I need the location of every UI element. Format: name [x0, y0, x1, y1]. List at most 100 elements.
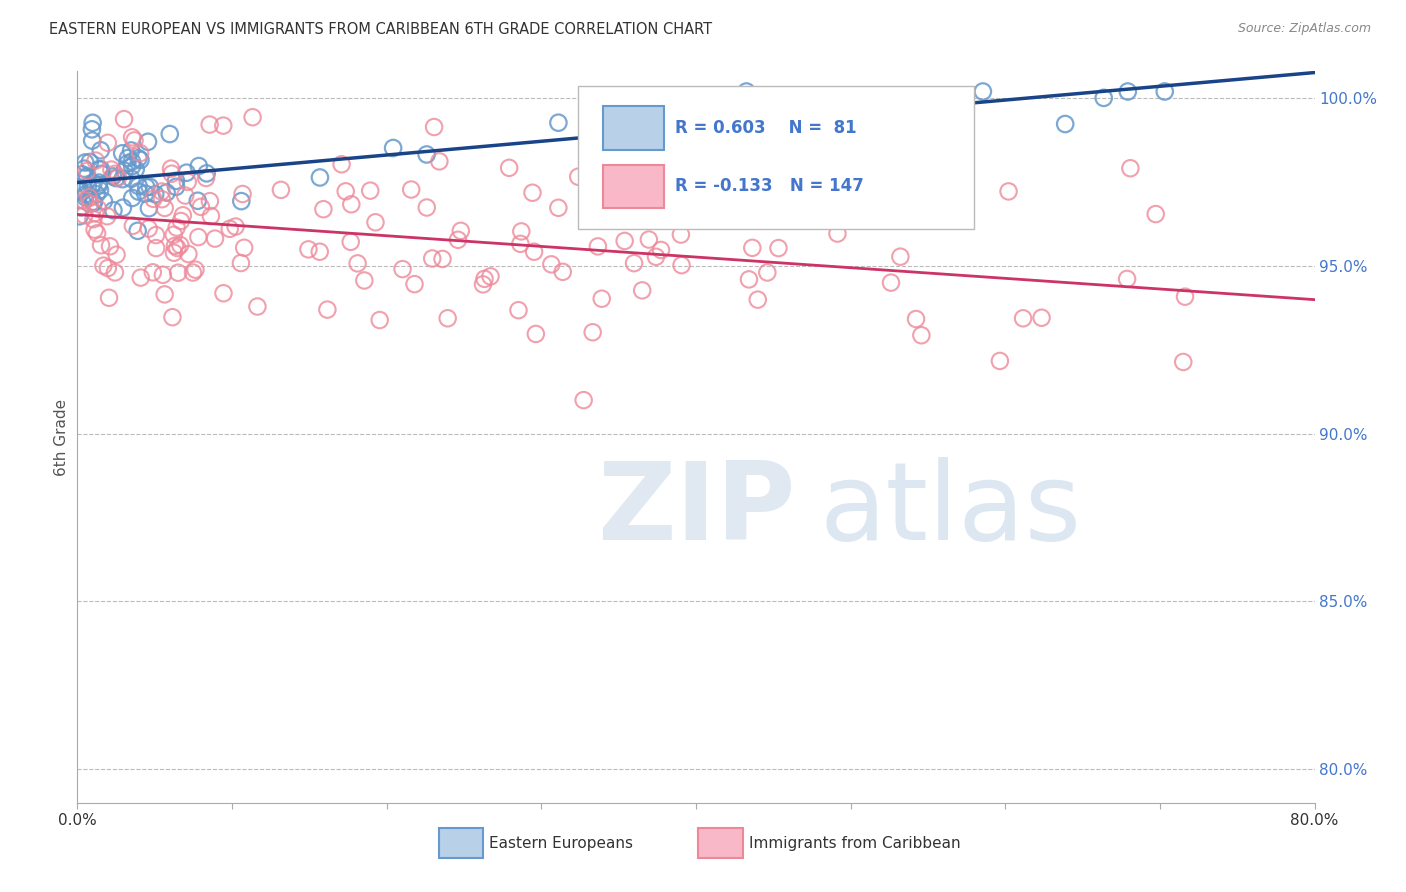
Point: [83, 196, 105, 211]
Text: R = 0.603    N =  81: R = 0.603 N = 81: [675, 119, 856, 136]
Point: [232, 186, 254, 201]
Point: [1031, 310, 1053, 325]
Point: [82, 212, 104, 227]
Point: [111, 146, 134, 161]
Point: [522, 186, 544, 200]
Point: [368, 313, 391, 327]
Point: [134, 186, 156, 201]
Point: [624, 184, 647, 198]
Point: [100, 162, 122, 177]
Point: [339, 235, 361, 249]
Point: [420, 252, 443, 266]
FancyBboxPatch shape: [699, 828, 742, 858]
Point: [270, 183, 292, 197]
Point: [340, 197, 363, 211]
Point: [87, 178, 110, 193]
Point: [93, 194, 115, 209]
Point: [576, 132, 599, 146]
Point: [447, 233, 470, 247]
Point: [346, 256, 368, 270]
Point: [86, 187, 108, 202]
Point: [90, 167, 112, 181]
Point: [107, 170, 129, 185]
Point: [669, 227, 692, 242]
Point: [82, 194, 104, 209]
Point: [73, 190, 96, 204]
Point: [142, 265, 165, 279]
Point: [120, 171, 142, 186]
Point: [910, 328, 932, 343]
Point: [359, 184, 381, 198]
Point: [150, 185, 173, 199]
Point: [73, 194, 96, 208]
Point: [404, 277, 426, 292]
Point: [551, 265, 574, 279]
Point: [195, 171, 218, 186]
Point: [127, 151, 149, 165]
Point: [1153, 85, 1175, 99]
Point: [101, 169, 124, 184]
Point: [312, 202, 335, 217]
Point: [66, 184, 89, 198]
Point: [181, 266, 204, 280]
Point: [353, 273, 375, 287]
Point: [120, 144, 142, 158]
Point: [153, 201, 176, 215]
Point: [631, 284, 654, 298]
Point: [716, 196, 738, 211]
Point: [114, 163, 136, 178]
Point: [650, 243, 672, 257]
Point: [67, 182, 90, 196]
Point: [121, 130, 143, 145]
Point: [111, 201, 134, 215]
Point: [153, 287, 176, 301]
Point: [128, 185, 150, 199]
Point: [1116, 272, 1139, 286]
Point: [121, 159, 143, 173]
Point: [165, 179, 187, 194]
Point: [316, 302, 339, 317]
Point: [415, 147, 437, 161]
Point: [127, 224, 149, 238]
Point: [827, 227, 849, 241]
Point: [198, 118, 221, 132]
Point: [89, 162, 111, 177]
Text: Immigrants from Caribbean: Immigrants from Caribbean: [749, 836, 960, 851]
Point: [90, 143, 112, 157]
Point: [200, 209, 222, 223]
Point: [89, 183, 111, 197]
Point: [159, 127, 181, 141]
FancyBboxPatch shape: [603, 165, 664, 208]
Text: atlas: atlas: [820, 458, 1081, 563]
Point: [190, 200, 212, 214]
Point: [498, 161, 520, 175]
Point: [162, 310, 184, 325]
Point: [112, 112, 135, 127]
Point: [76, 169, 98, 184]
Point: [155, 186, 177, 200]
Point: [1174, 290, 1197, 304]
Point: [591, 292, 613, 306]
Point: [90, 162, 112, 177]
Point: [218, 222, 240, 236]
Point: [138, 201, 160, 215]
Point: [297, 243, 319, 257]
Point: [637, 233, 659, 247]
Point: [586, 239, 609, 253]
Point: [671, 258, 693, 272]
Point: [165, 174, 187, 188]
Point: [382, 141, 405, 155]
Point: [242, 110, 264, 124]
Point: [423, 120, 446, 134]
Point: [75, 187, 97, 202]
Point: [177, 175, 200, 189]
Point: [160, 167, 183, 181]
Point: [97, 261, 120, 276]
Point: [163, 245, 186, 260]
Point: [163, 239, 186, 253]
Point: [1173, 355, 1195, 369]
Point: [988, 354, 1011, 368]
Point: [152, 268, 174, 282]
Point: [233, 241, 256, 255]
Point: [150, 192, 173, 206]
